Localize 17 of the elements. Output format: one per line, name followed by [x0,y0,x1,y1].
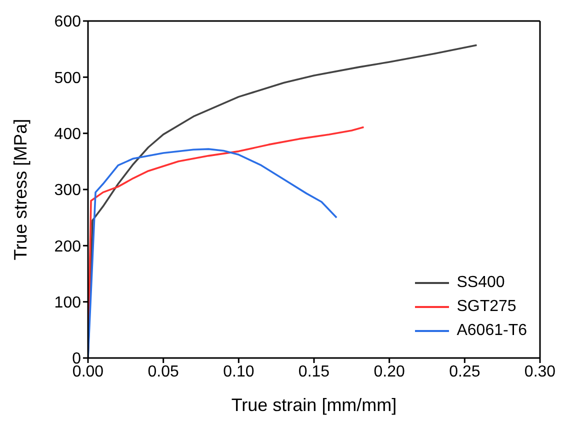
y-tick-label: 100 [54,294,82,312]
y-axis-title: True stress [MPa] [10,118,30,260]
y-tick-label: 200 [54,238,82,256]
x-tick-label: 0.30 [524,363,556,380]
y-tick-label: 300 [54,182,82,200]
legend-label: SGT275 [456,298,516,316]
x-tick-label: 0.05 [148,363,180,380]
y-tick-label: 600 [54,14,82,31]
legend-label: SS400 [456,274,505,292]
x-tick-label: 0.25 [449,363,480,380]
legend-label: A6061-T6 [456,322,527,340]
x-tick-label: 0.20 [374,363,406,380]
y-tick-label: 500 [54,70,82,87]
y-tick-label: 400 [54,126,82,144]
x-tick-label: 0.15 [298,363,330,380]
x-tick-label: 0.10 [223,363,254,380]
x-axis-title: True strain [mm/mm] [231,395,397,415]
